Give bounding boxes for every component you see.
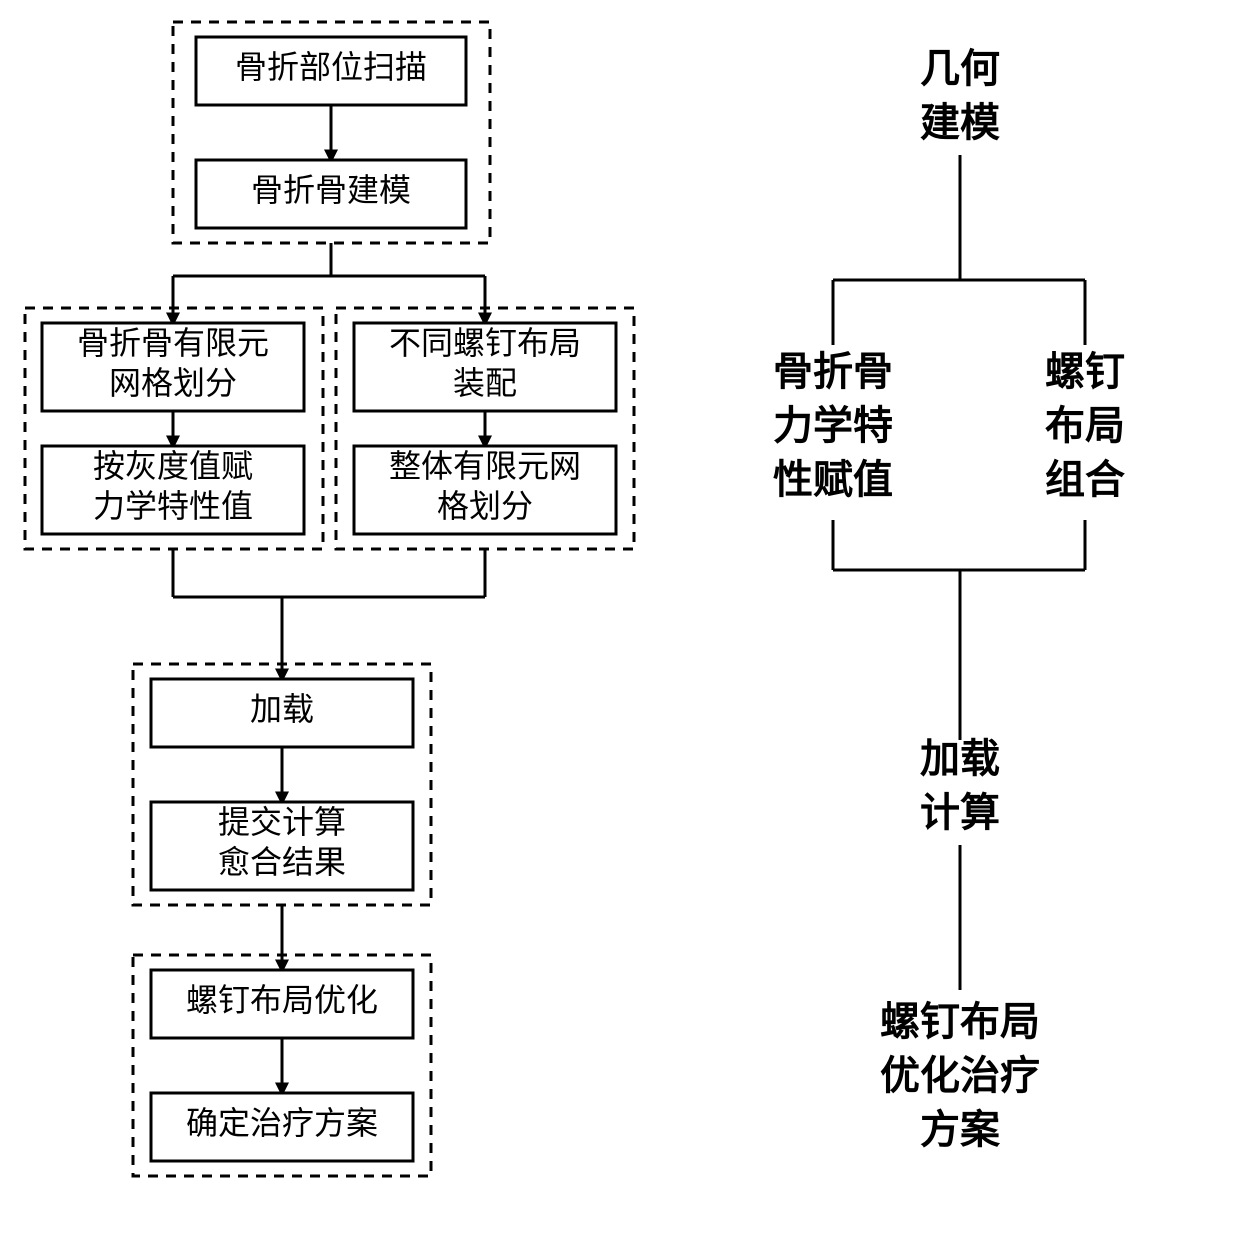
b-scan-label: 骨折部位扫描	[235, 49, 427, 85]
b-whole-mesh: 整体有限元网格划分	[354, 446, 616, 534]
b-load-label: 加载	[250, 691, 314, 727]
r-geom: 几何建模	[920, 46, 1000, 145]
r-mech: 骨折骨力学特性赋值	[773, 349, 893, 502]
r-result: 螺钉布局优化治疗方案	[880, 999, 1040, 1152]
b-screw-asm: 不同螺钉布局装配	[354, 323, 616, 411]
b-fem-mesh: 骨折骨有限元网格划分	[42, 323, 304, 411]
b-scan: 骨折部位扫描	[196, 37, 466, 105]
b-submit: 提交计算愈合结果	[151, 802, 413, 890]
b-plan: 确定治疗方案	[151, 1093, 413, 1161]
r-screw: 螺钉布局组合	[1045, 349, 1125, 502]
r-calc: 加载计算	[920, 736, 1000, 835]
b-model-label: 骨折骨建模	[251, 172, 411, 208]
b-optimize-label: 螺钉布局优化	[186, 982, 378, 1018]
b-load: 加载	[151, 679, 413, 747]
b-greyscale: 按灰度值赋力学特性值	[42, 446, 304, 534]
b-plan-label: 确定治疗方案	[186, 1105, 378, 1141]
b-optimize: 螺钉布局优化	[151, 970, 413, 1038]
b-model: 骨折骨建模	[196, 160, 466, 228]
